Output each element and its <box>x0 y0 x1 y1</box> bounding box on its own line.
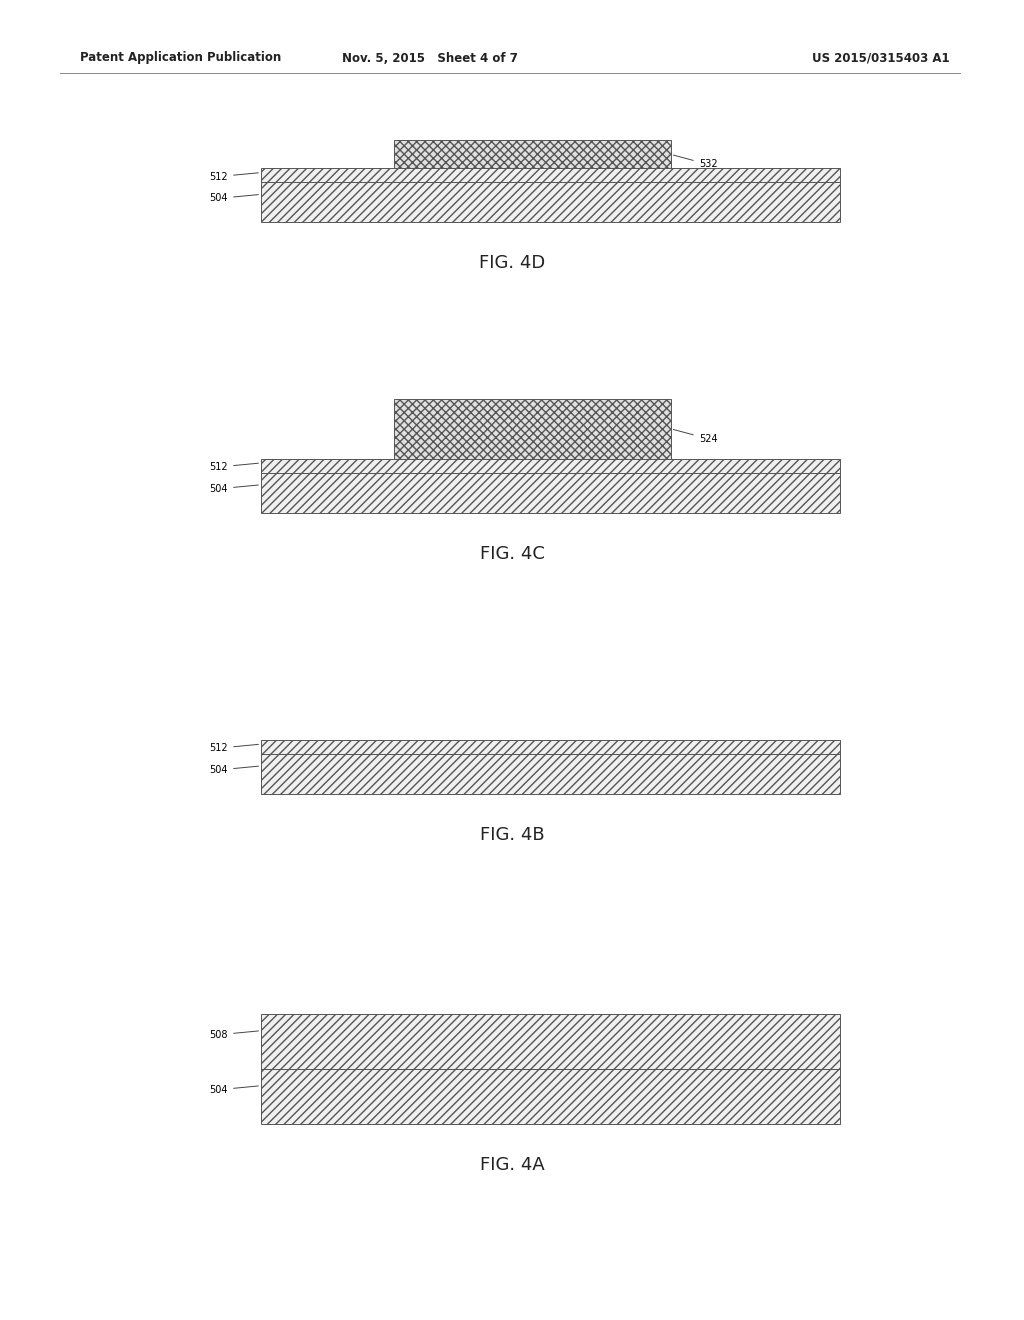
Text: Patent Application Publication: Patent Application Publication <box>80 51 282 65</box>
Bar <box>261 1069 840 1125</box>
Text: 512: 512 <box>210 462 258 473</box>
Bar <box>261 473 840 512</box>
Bar <box>261 754 840 793</box>
Bar <box>261 459 840 473</box>
Bar <box>261 1014 840 1069</box>
Text: FIG. 4D: FIG. 4D <box>479 255 545 272</box>
Text: 504: 504 <box>210 193 258 203</box>
Text: 512: 512 <box>210 172 258 182</box>
Bar <box>394 140 671 169</box>
Bar <box>261 169 840 182</box>
Text: 504: 504 <box>210 1085 258 1094</box>
Text: US 2015/0315403 A1: US 2015/0315403 A1 <box>812 51 950 65</box>
Text: FIG. 4C: FIG. 4C <box>479 545 545 562</box>
Text: 508: 508 <box>210 1030 258 1040</box>
Bar <box>261 741 840 754</box>
Text: 512: 512 <box>210 743 258 754</box>
Text: Nov. 5, 2015   Sheet 4 of 7: Nov. 5, 2015 Sheet 4 of 7 <box>342 51 518 65</box>
Bar <box>261 182 840 222</box>
Bar <box>394 399 671 459</box>
Text: FIG. 4B: FIG. 4B <box>479 826 545 843</box>
Text: 504: 504 <box>210 483 258 494</box>
Text: 532: 532 <box>674 154 718 169</box>
Text: FIG. 4A: FIG. 4A <box>479 1156 545 1175</box>
Text: 524: 524 <box>674 429 718 444</box>
Text: 504: 504 <box>210 764 258 775</box>
